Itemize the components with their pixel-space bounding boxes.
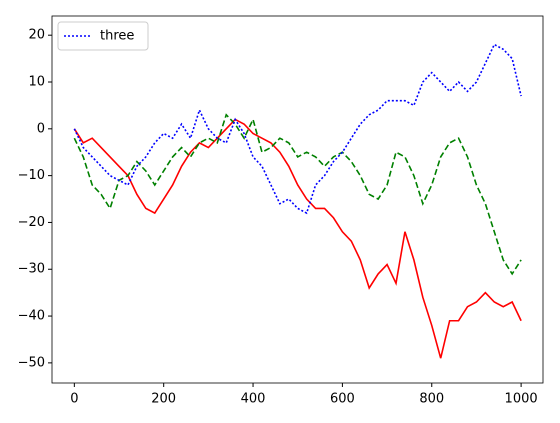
y-tick-label: −30 — [18, 262, 45, 277]
legend-box — [57, 21, 149, 51]
axes-frame — [51, 15, 544, 384]
data-line — [73, 43, 522, 215]
y-tick-label: −40 — [18, 309, 45, 324]
y-tick-label: −10 — [18, 168, 45, 183]
y-tick-label: 20 — [28, 28, 45, 43]
x-tick-label: 200 — [151, 392, 176, 407]
y-tick-label: 10 — [28, 75, 45, 90]
legend-label: three — [100, 29, 134, 44]
data-line — [73, 118, 522, 359]
y-tick-label: −50 — [18, 355, 45, 370]
x-tick-label: 600 — [330, 392, 355, 407]
x-tick-label: 1000 — [505, 392, 538, 407]
y-tick-label: −20 — [18, 215, 45, 230]
x-tick-label: 800 — [419, 392, 444, 407]
x-tick-label: 0 — [70, 392, 78, 407]
data-line — [73, 113, 522, 276]
x-tick-label: 400 — [241, 392, 266, 407]
y-tick-label: 0 — [37, 121, 45, 136]
